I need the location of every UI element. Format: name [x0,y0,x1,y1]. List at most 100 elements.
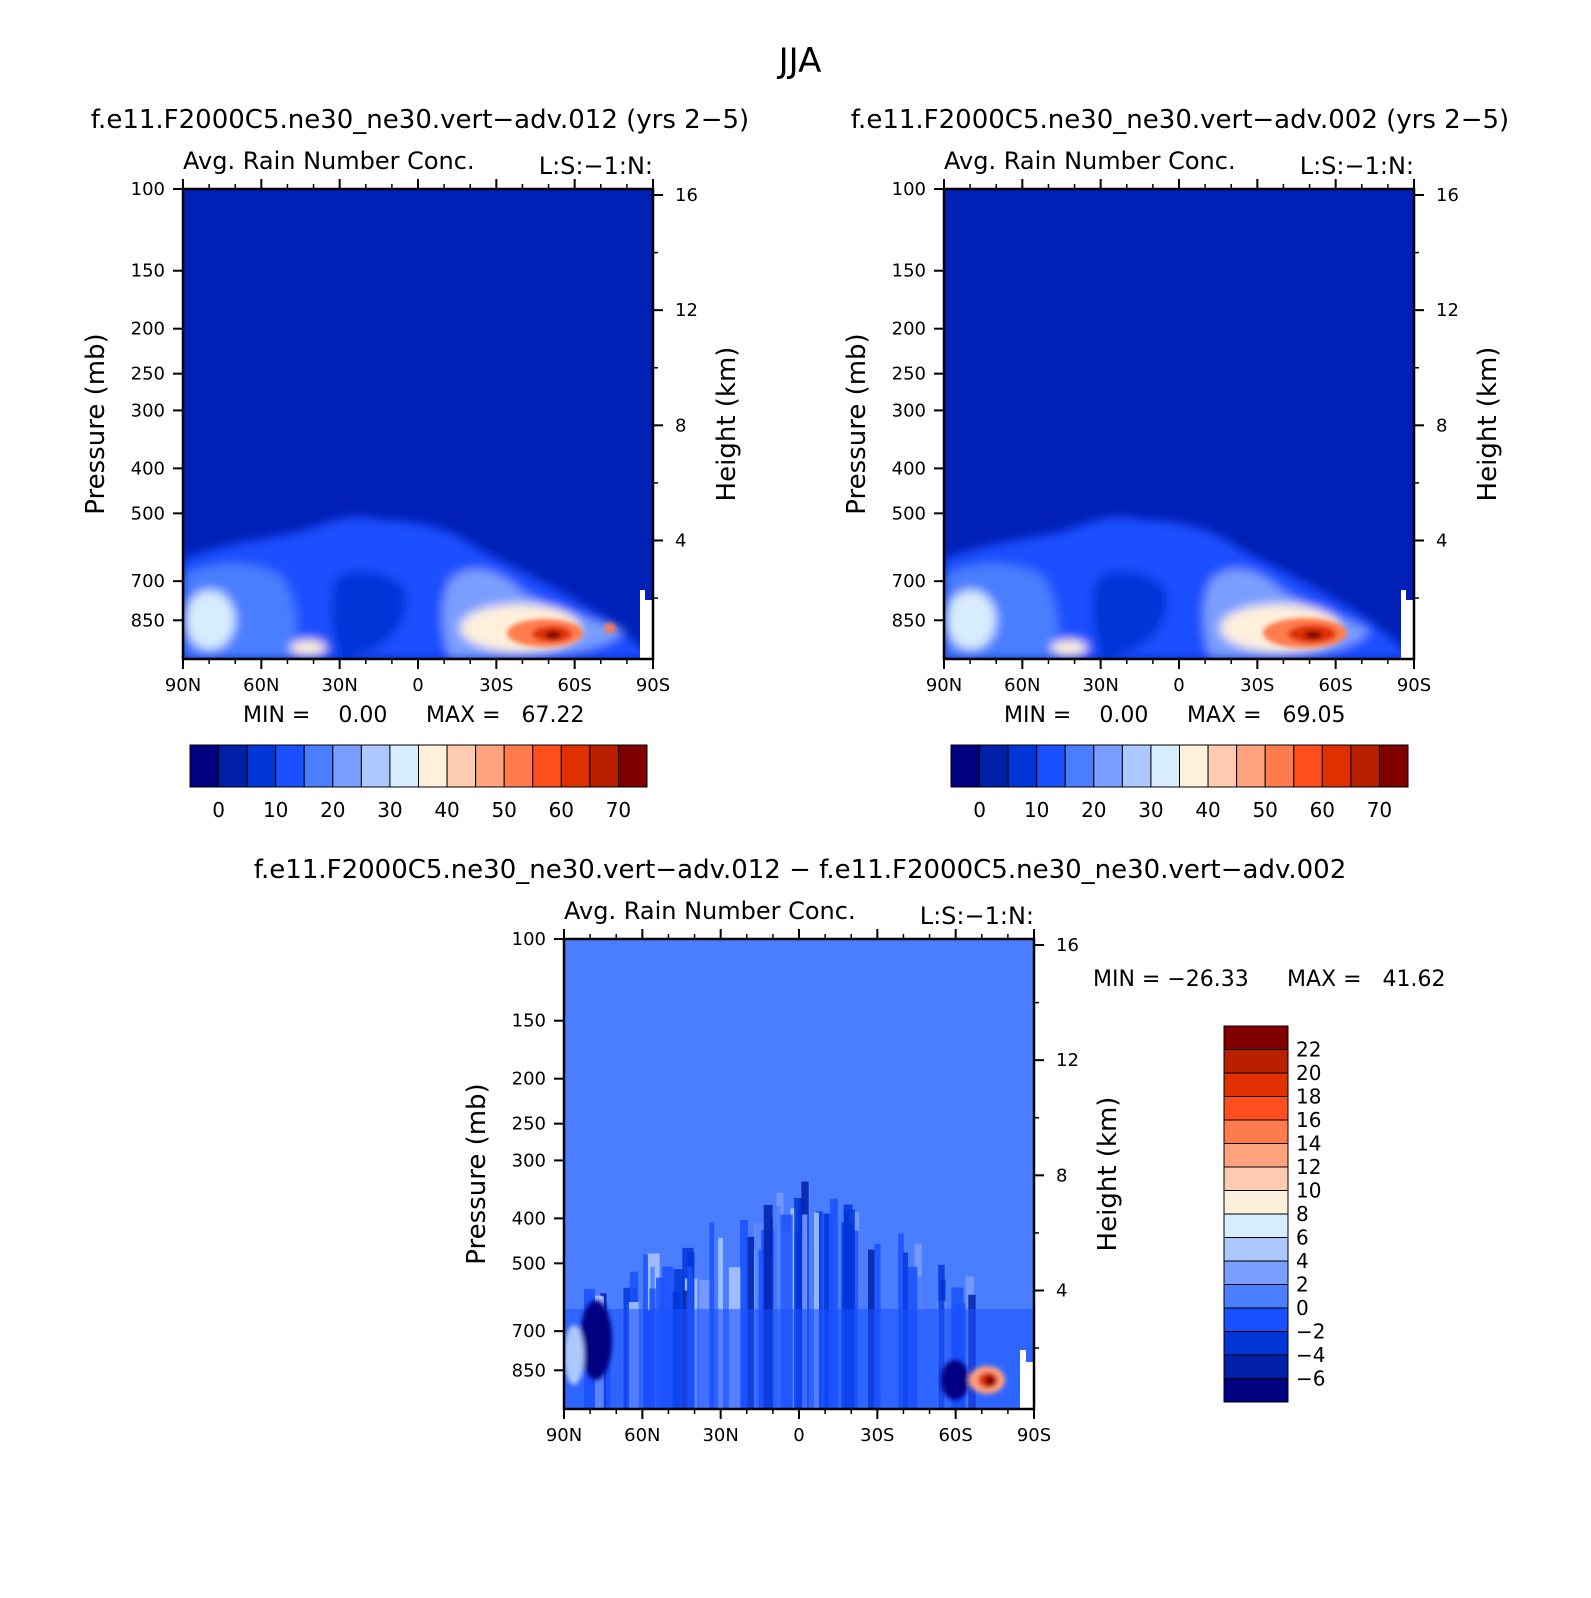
colorbar-swatch [275,744,305,788]
colorbar-swatch [503,744,534,788]
panel-1-ticks: 90N 60N 30N 0 30S 60S 90S 100 150 200 250 300 400 500… [131,179,698,696]
colorbar-swatch [1223,1378,1289,1403]
panel-3-max: MAX = 41.62 [1287,967,1446,992]
x-tick-label: 60S [557,675,591,696]
panel-1-min: MIN = 0.00 [243,703,387,728]
y-right-tick-label: 4 [1436,530,1447,551]
panel-1: f.e11.F2000C5.ne30_ne30.vert−adv.012 (yr… [81,105,749,822]
panel-2-field [944,189,1414,659]
panel-1-contour-spike [604,623,616,633]
colorbar-swatch [1236,744,1266,788]
y-tick-label: 150 [131,261,165,282]
y-right-tick-label: 16 [1056,935,1079,956]
y-tick-label: 100 [131,179,165,200]
y-tick-label: 400 [131,458,165,479]
y-tick-label: 200 [131,319,165,340]
panel-2-ylabel: Pressure (mb) [842,333,872,514]
x-tick-label: 90N [546,1425,582,1446]
y-right-tick-label: 12 [1056,1050,1079,1071]
diff-streak [763,1204,773,1409]
panel-3-contour-sh-peak [985,1375,995,1387]
y-tick-label: 150 [892,261,926,282]
panel-2-contour-dry [1092,571,1167,659]
colorbar-swatch [1293,744,1323,788]
y-tick-label: 200 [892,319,926,340]
colorbar-label: 50 [491,798,516,822]
colorbar-label: 10 [263,798,288,822]
y-tick-label: 100 [892,179,926,200]
panel-2-surface-mask [1401,590,1414,659]
x-tick-label: 60S [1318,675,1352,696]
y-tick-label: 850 [892,610,926,631]
panel-1-surface-mask [640,590,653,659]
panel-1-corner-label: L:S:−1:N: [539,152,653,180]
colorbar-swatch [532,744,562,788]
panel-3-min: MIN = −26.33 [1093,967,1249,992]
colorbar-label: 60 [549,798,574,822]
x-tick-label: 30N [702,1425,738,1446]
colorbar-label: 20 [1081,798,1106,822]
colorbar-swatch [475,744,505,788]
colorbar-label: −2 [1296,1320,1325,1344]
y-right-tick-label: 12 [675,300,698,321]
colorbar-swatch [1223,1237,1289,1262]
panel-3-contour-nh-dark [580,1300,612,1380]
colorbar-label: 60 [1310,798,1335,822]
x-tick-label: 60S [938,1425,972,1446]
colorbar-label: −6 [1296,1367,1325,1391]
colorbar-label: 14 [1296,1132,1321,1156]
y-right-tick-label: 8 [1436,415,1447,436]
panel-1-ylabel-right: Height (km) [712,347,742,502]
colorbar-swatch [1093,744,1123,788]
colorbar-swatch [1121,744,1152,788]
panel-3-surface-mask [1020,1350,1034,1409]
colorbar-swatch [1264,744,1295,788]
panel-1-ylabel: Pressure (mb) [81,333,111,514]
y-tick-label: 250 [892,364,926,385]
colorbar-label: 12 [1296,1155,1321,1179]
panel-2-case-title: f.e11.F2000C5.ne30_ne30.vert−adv.002 (yr… [851,105,1509,135]
x-tick-label: 90S [636,675,670,696]
colorbar-label: 70 [606,798,631,822]
y-tick-label: 700 [131,571,165,592]
x-tick-label: 0 [793,1425,804,1446]
panel-2: f.e11.F2000C5.ne30_ne30.vert−adv.002 (yr… [842,105,1509,822]
colorbar-swatch [1223,1025,1289,1050]
colorbar-label: 20 [1296,1061,1321,1085]
panel-3-ylabel-right: Height (km) [1093,1097,1123,1252]
colorbar-swatch [1378,744,1409,788]
colorbar-swatch [1223,1284,1289,1309]
colorbar-label: 70 [1367,798,1392,822]
y-tick-label: 300 [512,1150,546,1171]
colorbar-swatch [218,744,248,788]
colorbar-label: 20 [320,798,345,822]
x-tick-label: 0 [1173,675,1184,696]
y-tick-label: 700 [892,571,926,592]
colorbar-swatch [1223,1072,1289,1097]
y-tick-label: 500 [131,503,165,524]
y-right-tick-label: 16 [1436,185,1459,206]
colorbar-swatch [1007,744,1038,788]
panel-2-title: Avg. Rain Number Conc. [944,147,1236,175]
x-tick-label: 60N [624,1425,660,1446]
panel-1-case-title: f.e11.F2000C5.ne30_ne30.vert−adv.012 (yr… [91,105,749,135]
panel-3-title: Avg. Rain Number Conc. [564,897,856,925]
y-right-tick-label: 16 [675,185,698,206]
panel-3-contour-nh-light [564,1325,584,1385]
y-tick-label: 250 [512,1114,546,1135]
colorbar-swatch [1223,1143,1289,1168]
y-tick-label: 850 [131,610,165,631]
panel-1-contour-nh-light [185,590,235,650]
colorbar-label: 10 [1024,798,1049,822]
panel-1-max: MAX = 67.22 [426,703,585,728]
colorbar-swatch [1150,744,1180,788]
panel-1-colorbar: 0 10 20 30 40 50 60 70 [189,744,648,822]
x-tick-label: 30N [321,675,357,696]
colorbar-swatch [1064,744,1095,788]
colorbar-label: 22 [1296,1038,1321,1062]
colorbar-swatch [189,744,220,788]
panel-3-case-title: f.e11.F2000C5.ne30_ne30.vert−adv.012 − f… [254,855,1346,885]
panel-3-field [564,939,1034,1409]
